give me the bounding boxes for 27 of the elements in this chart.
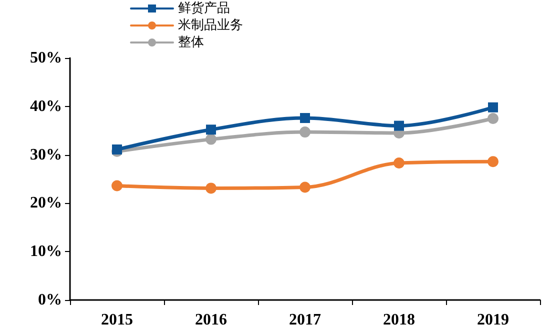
point — [300, 182, 310, 193]
point — [206, 182, 216, 194]
x-tick-label: 2018 — [383, 312, 415, 328]
x-tick-label: 2015 — [101, 312, 133, 328]
y-tick-label: 50% — [30, 50, 62, 66]
point — [300, 113, 310, 124]
y-tick-label: 0% — [38, 292, 62, 308]
point — [394, 158, 404, 169]
point — [206, 124, 216, 135]
y-tick-label: 40% — [30, 98, 62, 115]
y-tick-label: 10% — [30, 243, 62, 260]
legend-label: 鲜货产品 — [178, 1, 295, 16]
x-tick-label: 2019 — [477, 312, 509, 328]
legend-label: 米制品业务 — [178, 18, 308, 33]
point — [206, 134, 216, 145]
point — [488, 113, 498, 124]
point — [112, 180, 122, 192]
y-tick-label: 20% — [30, 194, 62, 212]
x-tick-label: 2016 — [195, 312, 227, 328]
y-tick-label: 30% — [30, 146, 62, 164]
point — [488, 156, 498, 168]
point — [394, 120, 404, 131]
point — [300, 126, 310, 138]
x-tick-label: 2017 — [289, 312, 321, 328]
point — [112, 144, 122, 154]
point — [488, 102, 498, 112]
legend-label: 整体 — [178, 35, 269, 50]
